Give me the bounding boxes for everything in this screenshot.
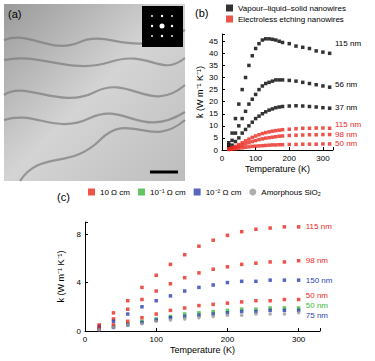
- svg-text:115 nm: 115 nm: [306, 222, 332, 231]
- svg-text:75 nm: 75 nm: [306, 311, 329, 320]
- svg-text:Temperature (K): Temperature (K): [245, 164, 310, 174]
- svg-text:300: 300: [316, 154, 330, 163]
- svg-text:100: 100: [249, 154, 263, 163]
- svg-text:0: 0: [214, 146, 219, 155]
- svg-text:50 nm: 50 nm: [335, 139, 358, 148]
- svg-text:15: 15: [209, 109, 218, 118]
- svg-text:5: 5: [214, 133, 219, 142]
- svg-text:8: 8: [77, 230, 82, 239]
- svg-text:0: 0: [77, 327, 82, 336]
- svg-text:10⁻² Ω cm: 10⁻² Ω cm: [206, 188, 242, 197]
- svg-text:Vapour–liquid–solid nanowires: Vapour–liquid–solid nanowires: [238, 4, 346, 13]
- svg-text:300: 300: [292, 335, 306, 344]
- svg-text:40: 40: [209, 49, 218, 58]
- svg-text:150 nm: 150 nm: [306, 276, 333, 285]
- svg-text:50 nm: 50 nm: [306, 291, 329, 300]
- svg-text:10⁻¹ Ω cm: 10⁻¹ Ω cm: [150, 188, 186, 197]
- svg-text:(b): (b): [195, 7, 208, 19]
- svg-text:k (W m⁻¹ K⁻¹): k (W m⁻¹ K⁻¹): [56, 251, 66, 303]
- svg-text:35: 35: [209, 61, 218, 70]
- svg-text:k (W m⁻¹ K⁻¹): k (W m⁻¹ K⁻¹): [195, 66, 205, 118]
- svg-text:37 nm: 37 nm: [335, 103, 358, 112]
- svg-text:10: 10: [209, 121, 218, 130]
- svg-text:Temperature (K): Temperature (K): [170, 345, 235, 355]
- svg-text:56 nm: 56 nm: [335, 80, 358, 89]
- svg-text:115 nm: 115 nm: [335, 120, 361, 129]
- svg-text:0: 0: [83, 335, 88, 344]
- svg-text:98 nm: 98 nm: [306, 256, 329, 265]
- svg-text:(c): (c): [57, 191, 70, 203]
- svg-text:50 nm: 50 nm: [306, 301, 329, 310]
- svg-text:115 nm: 115 nm: [335, 39, 361, 48]
- svg-text:4: 4: [77, 278, 82, 287]
- svg-text:45: 45: [209, 37, 218, 46]
- svg-text:(a): (a): [8, 8, 21, 20]
- svg-text:200: 200: [283, 154, 297, 163]
- svg-text:Electroless etching nanowires: Electroless etching nanowires: [238, 15, 344, 24]
- svg-text:10 Ω cm: 10 Ω cm: [100, 188, 130, 197]
- svg-text:25: 25: [209, 85, 218, 94]
- svg-text:98 nm: 98 nm: [335, 130, 358, 139]
- svg-text:20: 20: [209, 97, 218, 106]
- svg-text:0: 0: [220, 154, 225, 163]
- svg-text:30: 30: [209, 73, 218, 82]
- svg-text:100: 100: [150, 335, 164, 344]
- svg-text:Amorphous SiO₂: Amorphous SiO₂: [261, 188, 321, 197]
- svg-text:200: 200: [221, 335, 235, 344]
